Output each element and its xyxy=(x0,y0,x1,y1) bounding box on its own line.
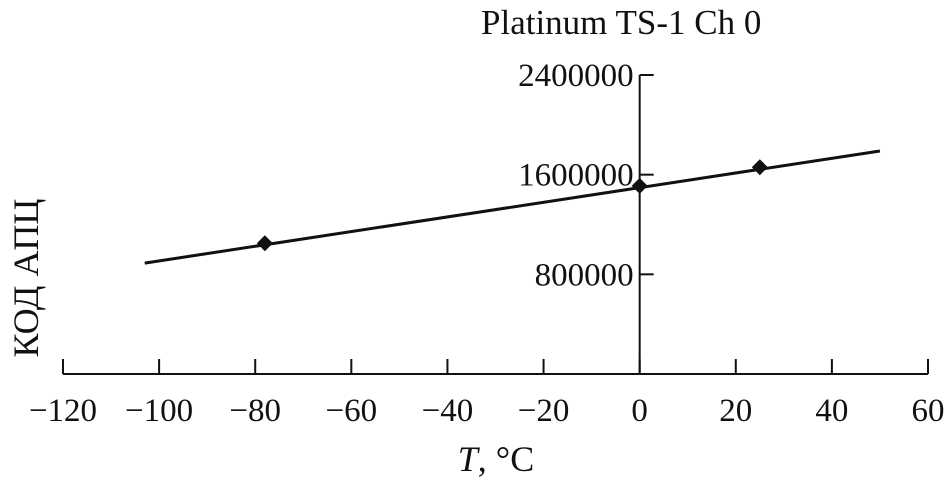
x-tick-label: 0 xyxy=(631,393,648,429)
x-tick-label: −100 xyxy=(125,393,193,429)
x-tick-label: −20 xyxy=(518,393,570,429)
chart-title: Platinum TS-1 Ch 0 xyxy=(481,3,761,42)
x-tick-label: −120 xyxy=(29,393,97,429)
y-tick-label: 800000 xyxy=(535,257,634,293)
x-axis-label-unit: , °C xyxy=(478,439,534,479)
x-ticks: −120 −100 −80 −60 −40 −20 0 20 40 60 xyxy=(29,359,945,429)
y-tick-label: 2400000 xyxy=(518,58,634,94)
series-layer xyxy=(144,149,881,265)
x-tick-label: 60 xyxy=(912,393,945,429)
axes xyxy=(63,75,928,375)
data-point-diamond xyxy=(751,159,768,176)
x-tick-label: −60 xyxy=(326,393,378,429)
y-tick-label: 1600000 xyxy=(518,158,634,194)
fit-line xyxy=(144,149,881,265)
y-axis-label: КОД АПЦ xyxy=(6,199,46,358)
x-tick-label: 40 xyxy=(815,393,848,429)
x-tick-label: −40 xyxy=(422,393,474,429)
x-axis-label-variable: T xyxy=(458,439,481,479)
y-ticks: 800000 1600000 2400000 xyxy=(518,58,654,293)
data-point-diamond xyxy=(256,235,273,252)
data-point-diamond xyxy=(631,177,648,194)
x-tick-label: −80 xyxy=(229,393,281,429)
x-axis-label: T, °C xyxy=(458,439,534,479)
x-tick-label: 20 xyxy=(719,393,752,429)
